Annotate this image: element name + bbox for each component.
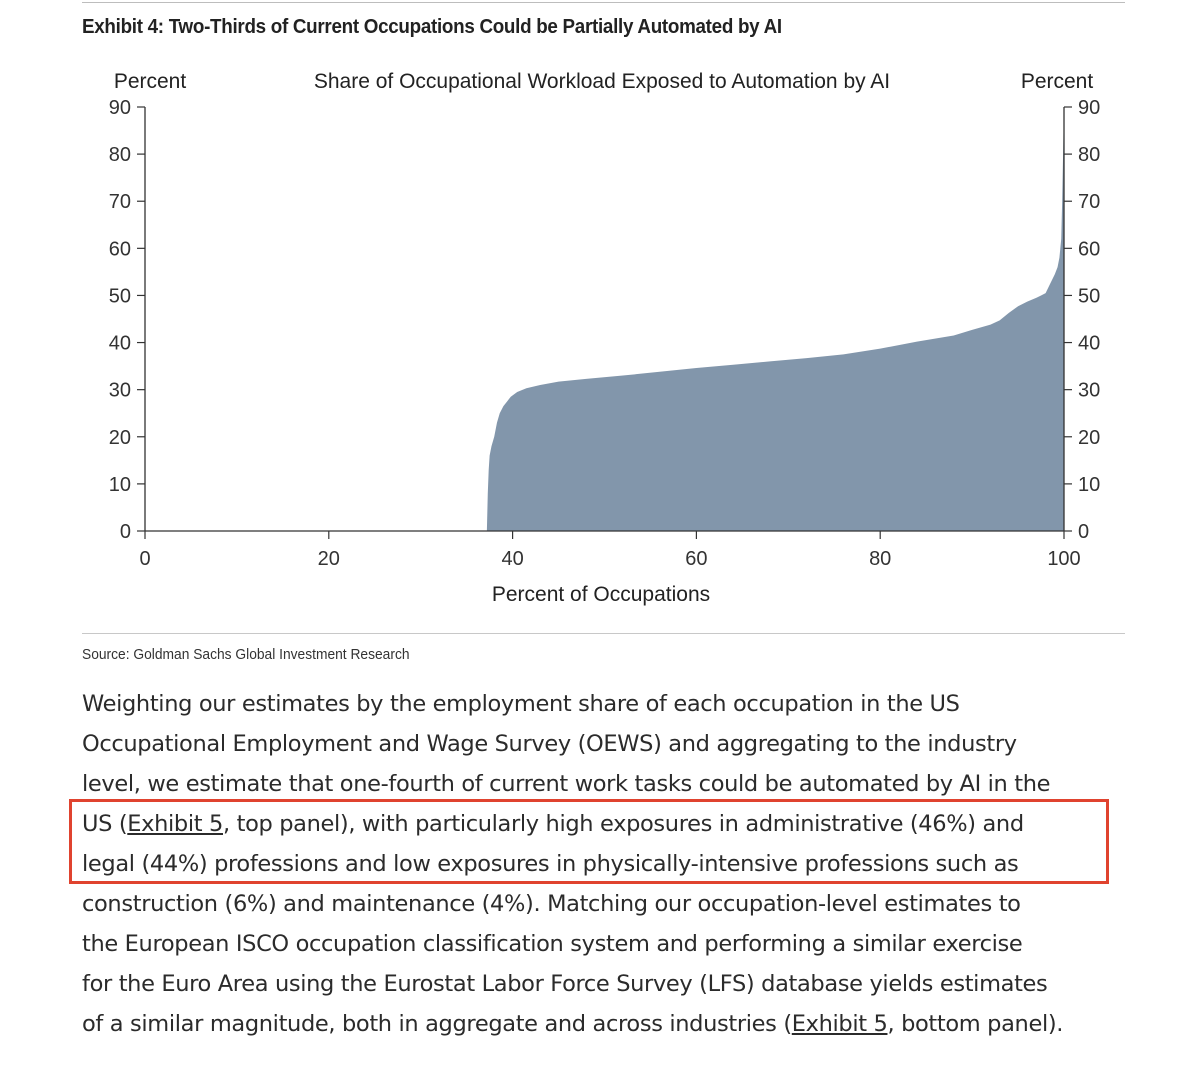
chart-bottom-divider [82, 633, 1125, 634]
left-y-tick-label: 70 [109, 191, 131, 213]
paragraph-line-2: Occupational Employment and Wage Survey … [82, 731, 1017, 757]
paragraph-line-9: of a similar magnitude, both in aggregat… [82, 1004, 1142, 1044]
left-axis-unit-label: Percent [114, 70, 187, 93]
right-axis-unit-label: Percent [1021, 70, 1094, 93]
left-y-tick-label: 30 [109, 380, 131, 402]
exhibit-5-link-bottom[interactable]: Exhibit 5 [791, 1011, 888, 1037]
line9-suffix: , bottom panel). [887, 1011, 1064, 1037]
right-y-tick-label: 60 [1078, 238, 1100, 260]
right-y-tick-label: 70 [1078, 191, 1100, 213]
right-y-tick-label: 40 [1078, 333, 1100, 355]
top-divider [82, 2, 1125, 3]
area-chart: Share of Occupational Workload Exposed t… [109, 70, 1101, 606]
x-tick-label: 20 [318, 548, 340, 570]
right-y-tick-label: 20 [1078, 427, 1100, 449]
left-y-tick-label: 0 [120, 521, 131, 543]
paragraph-line-6: construction (6%) and maintenance (4%). … [82, 891, 1021, 917]
left-y-tick-label: 20 [109, 427, 131, 449]
paragraph-line-7: the European ISCO occupation classificat… [82, 931, 1023, 957]
x-tick-label: 0 [139, 548, 150, 570]
right-y-tick-label: 0 [1078, 521, 1089, 543]
left-y-tick-label: 10 [109, 474, 131, 496]
right-y-tick-label: 80 [1078, 144, 1100, 166]
right-y-tick-label: 30 [1078, 380, 1100, 402]
line4-suffix: , top panel), with particularly high exp… [223, 811, 1024, 837]
chart-title: Share of Occupational Workload Exposed t… [314, 70, 890, 93]
exhibit-5-link-top[interactable]: Exhibit 5 [127, 811, 223, 837]
area-series-0 [486, 107, 1064, 531]
x-tick-label: 80 [869, 548, 891, 570]
line9-prefix: of a similar magnitude, both in aggregat… [82, 1011, 792, 1037]
right-y-tick-label: 10 [1078, 474, 1100, 496]
source-note: Source: Goldman Sachs Global Investment … [82, 646, 410, 663]
right-y-tick-label: 50 [1078, 285, 1100, 307]
exhibit-title: Exhibit 4: Two-Thirds of Current Occupat… [82, 16, 782, 38]
left-y-tick-label: 90 [109, 97, 131, 119]
x-axis-label: Percent of Occupations [492, 583, 710, 606]
paragraph-line-5: legal (44%) professions and low exposure… [82, 851, 1019, 877]
paragraph-line-8: for the Euro Area using the Eurostat Lab… [82, 971, 1048, 997]
x-tick-label: 100 [1047, 548, 1080, 570]
paragraph-line-4: US (Exhibit 5, top panel), with particul… [82, 804, 1142, 844]
x-tick-label: 40 [501, 548, 523, 570]
body-paragraph: Weighting our estimates by the employmen… [82, 684, 1142, 1044]
paragraph-line-3: level, we estimate that one-fourth of cu… [82, 771, 1051, 797]
x-tick-label: 60 [685, 548, 707, 570]
line4-prefix: US ( [82, 811, 128, 837]
left-y-tick-label: 80 [109, 144, 131, 166]
left-y-tick-label: 50 [109, 285, 131, 307]
left-y-tick-label: 60 [109, 238, 131, 260]
right-y-tick-label: 90 [1078, 97, 1100, 119]
left-y-tick-label: 40 [109, 333, 131, 355]
highlight-annotation-box [69, 799, 1109, 884]
paragraph-line-1: Weighting our estimates by the employmen… [82, 691, 960, 717]
